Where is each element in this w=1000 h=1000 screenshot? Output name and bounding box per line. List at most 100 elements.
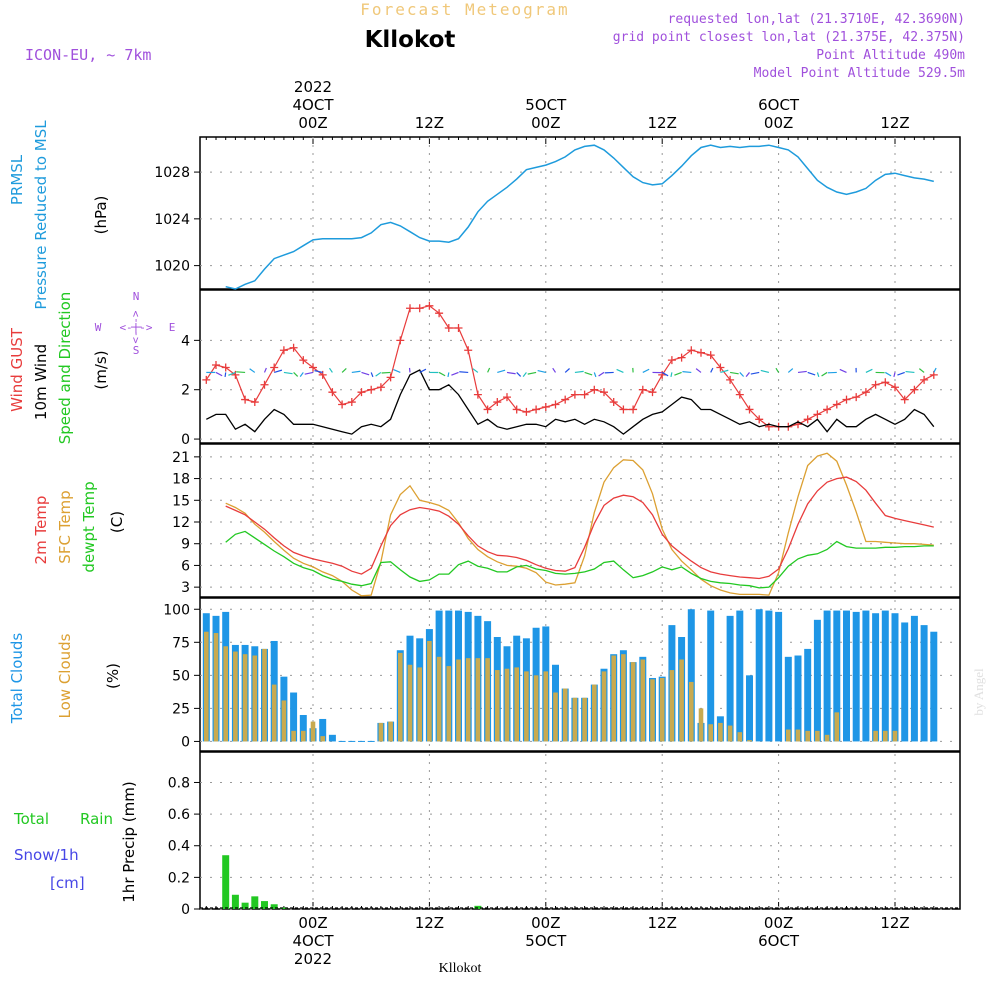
wind-direction-arrow — [328, 367, 333, 373]
low-clouds-bar — [495, 670, 500, 742]
wind-direction-arrow — [670, 372, 673, 378]
y-tick-label: 1020 — [154, 259, 190, 275]
wind-gust-marker — [541, 402, 550, 411]
wind-gust-marker — [357, 388, 366, 397]
precip-cm-label: [cm] — [50, 874, 85, 892]
wind-direction-arrow — [341, 368, 347, 373]
low-clouds-bar — [204, 631, 209, 742]
wind-gust-marker — [600, 388, 608, 397]
wind-direction-arrow — [797, 370, 807, 374]
top-axis-label: 00Z — [298, 114, 327, 132]
wind-direction-arrow — [760, 369, 770, 374]
rain-bar — [241, 902, 249, 909]
wind-gust-marker — [580, 390, 589, 399]
y-tick-label: 0 — [181, 734, 190, 750]
low-clouds-bar — [572, 697, 578, 742]
y-tick-label: 25 — [172, 701, 190, 717]
wind-direction-arrow — [419, 368, 427, 373]
wind-gust-marker — [861, 388, 870, 397]
y-tick-label: 1024 — [154, 212, 190, 228]
bottom-axis-label: 2022 — [294, 950, 332, 968]
wind-gust-marker — [202, 375, 211, 384]
low-clouds-bar — [262, 648, 267, 742]
wind-direction-arrow — [775, 367, 780, 373]
low-clouds-bar — [271, 684, 277, 742]
low-clouds-bar — [223, 646, 228, 742]
point-altitude: Point Altitude 490m — [816, 48, 965, 63]
wind-gust-marker — [823, 405, 832, 414]
wind-direction-arrow — [574, 370, 584, 374]
wind-gust-marker — [716, 363, 725, 372]
bottom-axis-label: 12Z — [415, 914, 444, 932]
low-clouds-bar — [786, 729, 791, 742]
wind-direction-arrow — [787, 368, 794, 373]
bottom-axis-label: 00Z — [531, 914, 560, 932]
wind-direction-arrow — [263, 367, 267, 373]
low-clouds-bar — [659, 677, 665, 742]
total-clouds-bar — [299, 714, 307, 742]
wind-direction-arrow — [816, 372, 820, 378]
wind-gust-marker — [435, 309, 444, 318]
precip-bars — [200, 855, 960, 909]
y-tick-label: 1028 — [154, 165, 190, 181]
wind-direction-arrow — [375, 371, 382, 377]
wind-gust-marker — [852, 393, 861, 402]
y-tick-label: 0.6 — [168, 807, 190, 823]
wind-direction-arrow — [393, 368, 401, 373]
low-clouds-bar — [562, 688, 568, 742]
y-tick-labels: 1020 1024 1028 0 2 4 3 6 9 12 15 18 21 0 25 50 75 100 0 0.2… — [154, 165, 200, 918]
y-tick-label: 0 — [181, 432, 190, 448]
wind-direction-arrow — [215, 371, 223, 377]
wind-direction-arrow — [564, 368, 570, 373]
total-clouds-bar — [775, 611, 783, 742]
low-clouds-bar — [407, 664, 413, 742]
total-clouds-bar — [755, 609, 763, 742]
total-clouds-bar — [852, 611, 860, 742]
wind-gust-marker — [347, 398, 356, 407]
wind-gust-marker — [231, 370, 240, 379]
wind-gust-marker — [309, 363, 317, 372]
low-clouds-bar — [883, 730, 888, 742]
low-clouds-bar — [708, 724, 713, 742]
wind-gust-marker — [706, 351, 715, 360]
wind-gust-marker — [270, 363, 279, 372]
y-tick-label: 2 — [181, 383, 190, 399]
low-clouds-bar — [427, 640, 432, 742]
prmsl-label: PRMSL — [8, 154, 26, 205]
wind-direction-arrow — [370, 372, 374, 378]
wind-gust-marker — [376, 383, 385, 392]
wind-direction-arrow — [527, 371, 537, 375]
precip-axis-label: 1hr Precip (mm) — [120, 781, 138, 902]
low-clouds-bar — [291, 730, 296, 742]
low-clouds-bar — [533, 675, 539, 742]
low-clouds-label: Low Clouds — [56, 633, 74, 718]
y-tick-label: 9 — [181, 537, 190, 553]
wind-unit: (m/s) — [92, 350, 110, 389]
total-clouds-bar — [804, 648, 812, 742]
wind-direction-arrow — [224, 372, 227, 378]
wind-direction-arrow — [537, 369, 546, 374]
compass-s: S — [133, 344, 140, 357]
top-axis-label: 12Z — [880, 114, 909, 132]
wind-gust-marker — [241, 395, 250, 404]
wind-gust-marker — [367, 385, 376, 394]
cloud-bars — [202, 609, 938, 742]
total-clouds-bar — [328, 734, 336, 742]
low-clouds-bar — [446, 666, 452, 742]
wind-direction-arrow — [522, 372, 527, 378]
total-clouds-bar — [784, 656, 792, 742]
temp-2m-label: 2m Temp — [32, 496, 50, 565]
total-clouds-bar — [746, 675, 753, 742]
low-clouds-bar — [824, 734, 830, 742]
wind-gust-marker — [891, 383, 899, 392]
watermark: by Angel — [971, 668, 986, 716]
y-tick-label: 50 — [172, 668, 190, 684]
wind-gust-marker — [910, 385, 919, 394]
wind-gust-marker — [697, 348, 705, 357]
low-clouds-bar — [213, 633, 219, 742]
wind-gust-marker — [522, 407, 531, 416]
wind-gust-line — [205, 305, 935, 428]
wind-gust-marker — [503, 393, 511, 402]
